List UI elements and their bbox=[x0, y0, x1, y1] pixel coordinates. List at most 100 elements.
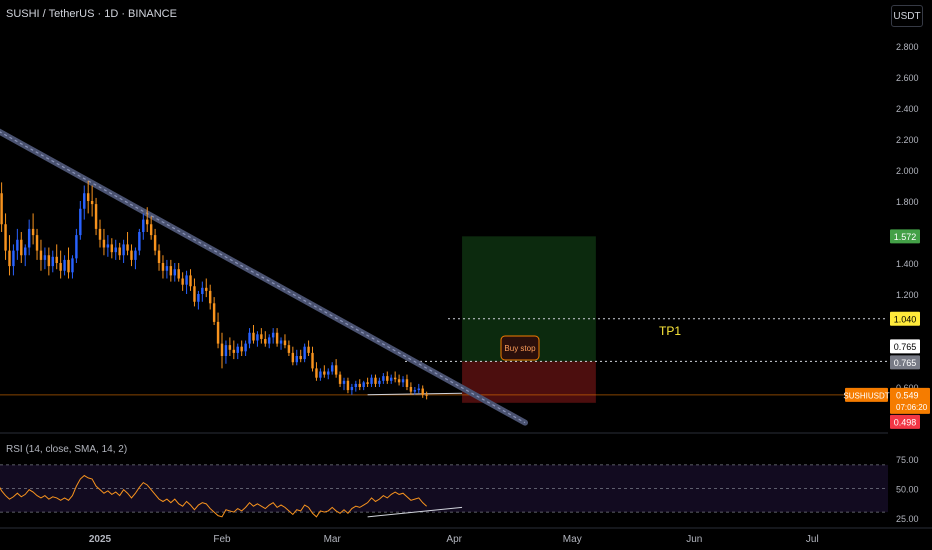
candle[interactable] bbox=[153, 228, 157, 256]
candle[interactable] bbox=[205, 278, 208, 298]
candle[interactable] bbox=[248, 328, 251, 349]
candle[interactable] bbox=[24, 244, 27, 267]
candle[interactable] bbox=[43, 247, 47, 270]
candle[interactable] bbox=[149, 216, 153, 240]
candle[interactable] bbox=[315, 362, 318, 381]
candle[interactable] bbox=[185, 270, 188, 294]
candle[interactable] bbox=[146, 207, 149, 232]
candle[interactable] bbox=[362, 380, 365, 391]
candle[interactable] bbox=[212, 297, 216, 325]
candle[interactable] bbox=[31, 213, 35, 245]
candle[interactable] bbox=[86, 180, 90, 214]
candle[interactable] bbox=[236, 343, 239, 360]
candle[interactable] bbox=[338, 371, 342, 388]
candle[interactable] bbox=[342, 377, 346, 391]
candle[interactable] bbox=[193, 278, 196, 307]
candle[interactable] bbox=[173, 263, 176, 282]
target-price-badge-bg[interactable] bbox=[890, 229, 920, 244]
candle[interactable] bbox=[366, 377, 369, 387]
rsi-line[interactable] bbox=[0, 446, 427, 518]
candle[interactable] bbox=[346, 377, 350, 394]
candle[interactable] bbox=[216, 312, 220, 349]
candle[interactable] bbox=[397, 374, 401, 386]
candle[interactable] bbox=[240, 340, 243, 357]
candle[interactable] bbox=[165, 259, 169, 279]
candle[interactable] bbox=[271, 328, 275, 344]
candle[interactable] bbox=[181, 272, 184, 291]
candle[interactable] bbox=[334, 359, 338, 378]
candle[interactable] bbox=[63, 255, 66, 276]
candle[interactable] bbox=[27, 219, 31, 256]
candle[interactable] bbox=[110, 238, 114, 259]
candle[interactable] bbox=[228, 337, 232, 356]
candle[interactable] bbox=[393, 371, 397, 383]
candle[interactable] bbox=[311, 346, 314, 372]
candle[interactable] bbox=[409, 382, 413, 395]
candle[interactable] bbox=[169, 259, 173, 282]
candle[interactable] bbox=[79, 201, 82, 240]
candle[interactable] bbox=[130, 244, 133, 267]
candle[interactable] bbox=[275, 328, 279, 347]
candle[interactable] bbox=[354, 380, 358, 392]
last-price-badge-bg[interactable] bbox=[890, 387, 930, 414]
candle[interactable] bbox=[279, 337, 283, 350]
candle[interactable] bbox=[126, 232, 129, 256]
candle[interactable] bbox=[287, 340, 291, 357]
candle[interactable] bbox=[330, 362, 334, 375]
candle[interactable] bbox=[382, 373, 385, 384]
candle[interactable] bbox=[252, 325, 255, 344]
stop-price-badge-bg[interactable] bbox=[890, 414, 920, 429]
candle[interactable] bbox=[59, 250, 62, 279]
candle[interactable] bbox=[20, 232, 23, 263]
symbol-title[interactable]: SUSHI / TetherUS · 1D · BINANCE bbox=[6, 8, 177, 20]
candle[interactable] bbox=[244, 340, 247, 357]
candle[interactable] bbox=[138, 228, 141, 256]
candle[interactable] bbox=[118, 242, 121, 260]
entry-price-badge-lower-bg[interactable] bbox=[890, 355, 920, 370]
candle[interactable] bbox=[283, 334, 287, 349]
candle[interactable] bbox=[390, 374, 393, 384]
currency-button[interactable]: USDT bbox=[891, 5, 923, 27]
candle[interactable] bbox=[401, 376, 405, 387]
candle[interactable] bbox=[177, 263, 180, 282]
candle[interactable] bbox=[417, 383, 420, 394]
candle[interactable] bbox=[350, 383, 354, 395]
candle[interactable] bbox=[39, 239, 43, 271]
candle[interactable] bbox=[260, 328, 263, 344]
candle[interactable] bbox=[421, 385, 424, 398]
candle[interactable] bbox=[256, 331, 259, 347]
candle[interactable] bbox=[264, 331, 267, 347]
stop-zone[interactable] bbox=[462, 361, 596, 403]
candle[interactable] bbox=[220, 332, 224, 369]
candle[interactable] bbox=[208, 284, 212, 310]
candle[interactable] bbox=[4, 213, 7, 260]
candle[interactable] bbox=[157, 244, 161, 271]
candle[interactable] bbox=[114, 239, 117, 260]
candle[interactable] bbox=[90, 185, 94, 217]
candle[interactable] bbox=[189, 269, 192, 291]
candle[interactable] bbox=[98, 219, 102, 248]
candle[interactable] bbox=[405, 374, 409, 391]
candle[interactable] bbox=[142, 213, 145, 240]
candle[interactable] bbox=[374, 374, 377, 387]
candle[interactable] bbox=[35, 228, 39, 260]
candle[interactable] bbox=[102, 228, 106, 256]
candle[interactable] bbox=[12, 244, 15, 276]
candle[interactable] bbox=[201, 281, 204, 302]
candle[interactable] bbox=[378, 377, 381, 387]
candle[interactable] bbox=[299, 349, 302, 363]
candle[interactable] bbox=[51, 250, 54, 273]
candle[interactable] bbox=[425, 391, 428, 400]
candle[interactable] bbox=[327, 368, 330, 380]
candle[interactable] bbox=[122, 239, 125, 263]
candle[interactable] bbox=[307, 340, 310, 357]
price-axis[interactable]: 2.800 2.600 2.400 2.200 2.000 1.800 1.400 1.200… bbox=[843, 0, 932, 433]
buy-stop-box[interactable] bbox=[500, 335, 540, 361]
candle[interactable] bbox=[0, 182, 3, 232]
tp1-price-badge-bg[interactable] bbox=[890, 311, 920, 326]
candle[interactable] bbox=[75, 228, 78, 263]
time-axis[interactable]: 2025 Feb Mar Apr May Jun Jul bbox=[0, 527, 932, 545]
candle[interactable] bbox=[268, 334, 271, 349]
candle[interactable] bbox=[16, 228, 19, 260]
